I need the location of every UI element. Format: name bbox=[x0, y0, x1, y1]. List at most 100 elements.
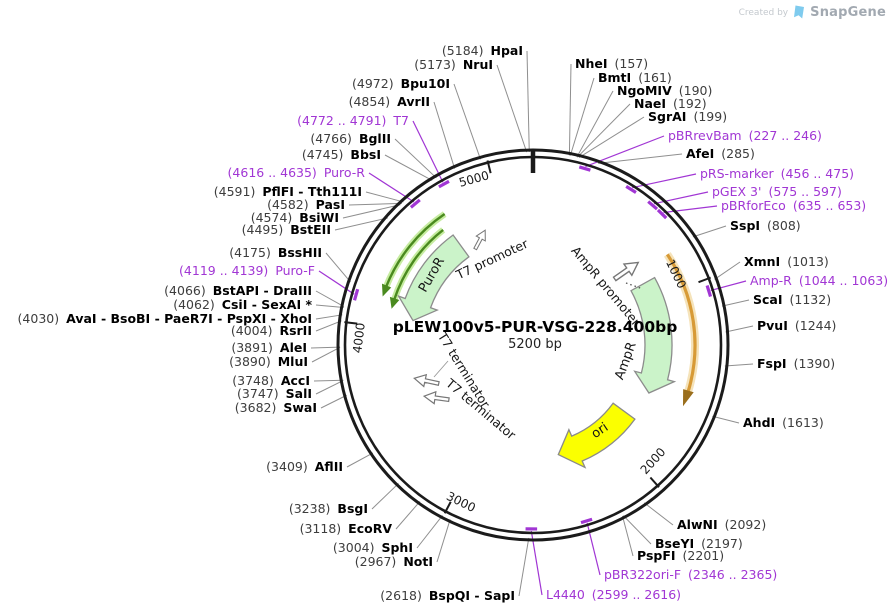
primer-label[interactable]: pBRforEco (635 .. 653) bbox=[721, 198, 866, 213]
primer-annotation-mark[interactable] bbox=[705, 285, 713, 298]
enzyme-site-label[interactable]: (4062) CsiI - SexAI * bbox=[173, 297, 312, 312]
enzyme-callout-line bbox=[311, 346, 341, 363]
enzyme-site-label[interactable]: (4582) PasI bbox=[267, 197, 345, 212]
enzyme-callout-line bbox=[578, 116, 645, 158]
site-name: ScaI bbox=[753, 292, 783, 307]
enzyme-site-label[interactable]: (3409) AflII bbox=[266, 459, 343, 474]
primer-label[interactable]: L4440 (2599 .. 2616) bbox=[546, 587, 681, 602]
site-position: (1613) bbox=[782, 415, 824, 430]
site-name: BsgI bbox=[337, 501, 368, 516]
enzyme-site-label[interactable]: (4495) BstEII bbox=[242, 222, 331, 237]
site-position: (4495) bbox=[241, 222, 284, 237]
site-position: (456 .. 475) bbox=[780, 166, 855, 181]
enzyme-callout-line bbox=[395, 501, 421, 530]
enzyme-site-label[interactable]: (2967) NotI bbox=[355, 554, 433, 569]
enzyme-site-label[interactable]: ScaI (1132) bbox=[753, 292, 831, 307]
primer-annotation-mark[interactable] bbox=[625, 184, 637, 194]
site-name: SalI bbox=[285, 386, 312, 401]
t7-terminator-arrow-icon[interactable] bbox=[422, 390, 450, 405]
feature-arrow-ampr[interactable] bbox=[630, 276, 677, 394]
gene-arc[interactable] bbox=[393, 229, 444, 301]
primer-annotation-mark[interactable] bbox=[352, 288, 360, 301]
enzyme-site-label[interactable]: (4745) BbsI bbox=[302, 147, 381, 162]
enzyme-site-label[interactable]: (4030) AvaI - BsoBI - PaeR7I - PspXI - Xh… bbox=[18, 311, 312, 326]
enzyme-site-label[interactable]: NheI (157) bbox=[575, 56, 648, 71]
primer-label[interactable]: (4616 .. 4635) Puro-R bbox=[228, 165, 365, 180]
ampr-promoter-arrow-icon[interactable] bbox=[611, 257, 642, 285]
enzyme-site-label[interactable]: XmnI (1013) bbox=[744, 254, 829, 269]
enzyme-site-label[interactable]: BseYI (2197) bbox=[655, 536, 743, 551]
enzyme-site-label[interactable]: (3748) AccI bbox=[232, 373, 310, 388]
primer-label[interactable]: (4119 .. 4139) Puro-F bbox=[179, 263, 315, 278]
enzyme-site-label[interactable]: (4004) RsrII bbox=[231, 323, 312, 338]
enzyme-callout-line bbox=[365, 191, 404, 203]
primer-annotation-mark[interactable] bbox=[409, 198, 421, 209]
site-name: Puro-F bbox=[275, 263, 315, 278]
enzyme-site-label[interactable]: NgoMIV (190) bbox=[617, 83, 712, 98]
orf-arc-arrowhead bbox=[682, 389, 694, 407]
enzyme-site-label[interactable]: BmtI (161) bbox=[598, 70, 672, 85]
primer-label[interactable]: pBRrevBam (227 .. 246) bbox=[668, 128, 822, 143]
orf-arc[interactable] bbox=[665, 253, 697, 393]
enzyme-site-label[interactable]: (3118) EcoRV bbox=[300, 521, 392, 536]
kb-tick-mark bbox=[344, 321, 358, 325]
primer-annotation-mark[interactable] bbox=[438, 179, 450, 189]
enzyme-site-label[interactable]: FspI (1390) bbox=[757, 356, 835, 371]
enzyme-callout-line bbox=[577, 103, 631, 158]
kb-tick-mark bbox=[649, 476, 660, 488]
enzyme-site-label[interactable]: NaeI (192) bbox=[634, 96, 707, 111]
primer-label[interactable]: pGEX 3' (575 .. 597) bbox=[712, 184, 842, 199]
enzyme-site-label[interactable]: SgrAI (199) bbox=[648, 109, 727, 124]
site-position: (2092) bbox=[724, 517, 767, 532]
site-position: (2618) bbox=[380, 588, 422, 603]
site-position: (192) bbox=[673, 96, 707, 111]
primer-callout-line bbox=[663, 205, 718, 214]
primer-label[interactable]: Amp-R (1044 .. 1063) bbox=[750, 273, 888, 288]
primer-annotation-mark[interactable] bbox=[647, 200, 659, 211]
enzyme-site-label[interactable]: (3890) MluI bbox=[229, 354, 308, 369]
enzyme-site-label[interactable]: (5173) NruI bbox=[414, 57, 493, 72]
primer-annotation-mark[interactable] bbox=[578, 165, 591, 172]
enzyme-site-label[interactable]: AhdI (1613) bbox=[743, 415, 824, 430]
site-position: (1044 .. 1063) bbox=[798, 273, 889, 288]
site-position: (1132) bbox=[789, 292, 832, 307]
primer-annotation-mark[interactable] bbox=[656, 208, 668, 220]
enzyme-site-label[interactable]: (4972) Bpu10I bbox=[352, 76, 450, 91]
watermark-brand-text: SnapGene bbox=[810, 5, 886, 20]
feature-arrow-ori[interactable] bbox=[557, 402, 636, 469]
t7-terminator-arrow-icon[interactable] bbox=[413, 372, 440, 389]
enzyme-callout-line bbox=[721, 299, 750, 307]
primer-callout-line bbox=[530, 530, 543, 596]
enzyme-site-label[interactable]: (3891) AleI bbox=[231, 340, 307, 355]
enzyme-site-label[interactable]: (4591) PflFI - Tth111I bbox=[214, 184, 362, 199]
enzyme-site-label[interactable]: (3004) SphI bbox=[333, 540, 413, 555]
enzyme-site-label[interactable]: (5184) HpaI bbox=[442, 43, 523, 58]
enzyme-site-label[interactable]: (4574) BsiWI bbox=[251, 210, 339, 225]
enzyme-site-label[interactable]: (3747) SalI bbox=[237, 386, 312, 401]
enzyme-site-label[interactable]: SspI (808) bbox=[730, 218, 801, 233]
site-name: NotI bbox=[403, 554, 433, 569]
enzyme-site-label[interactable]: (4854) AvrII bbox=[349, 94, 430, 109]
enzyme-site-label[interactable]: (2618) BspQI - SapI bbox=[380, 588, 515, 603]
primer-annotation-mark[interactable] bbox=[580, 517, 593, 525]
enzyme-site-label[interactable]: AlwNI (2092) bbox=[677, 517, 766, 532]
feature-arrow-puror[interactable] bbox=[397, 234, 470, 322]
enzyme-site-label[interactable]: (3238) BsgI bbox=[289, 501, 368, 516]
enzyme-site-label[interactable]: (4175) BssHII bbox=[229, 245, 322, 260]
enzyme-site-label[interactable]: (4066) BstAPI - DraIII bbox=[164, 283, 312, 298]
primer-label[interactable]: pRS-marker (456 .. 475) bbox=[700, 166, 854, 181]
site-position: (4574) bbox=[250, 210, 293, 225]
primer-callout-line bbox=[412, 120, 444, 183]
t7-promoter-arrow-icon[interactable] bbox=[471, 228, 490, 252]
enzyme-site-label[interactable]: PvuI (1244) bbox=[757, 318, 836, 333]
enzyme-site-label[interactable]: (4766) BglII bbox=[310, 131, 391, 146]
enzyme-site-label[interactable]: (3682) SwaI bbox=[235, 400, 317, 415]
primer-label[interactable]: (4772 .. 4791) T7 bbox=[297, 113, 409, 128]
primer-label[interactable]: pBR322ori-F (2346 .. 2365) bbox=[604, 567, 777, 582]
enzyme-site-label[interactable]: PspFI (2201) bbox=[637, 548, 724, 563]
enzyme-callout-line bbox=[310, 346, 341, 349]
site-position: (4766) bbox=[310, 131, 352, 146]
enzyme-site-label[interactable]: AfeI (285) bbox=[686, 146, 755, 161]
gene-arc[interactable] bbox=[384, 213, 446, 288]
